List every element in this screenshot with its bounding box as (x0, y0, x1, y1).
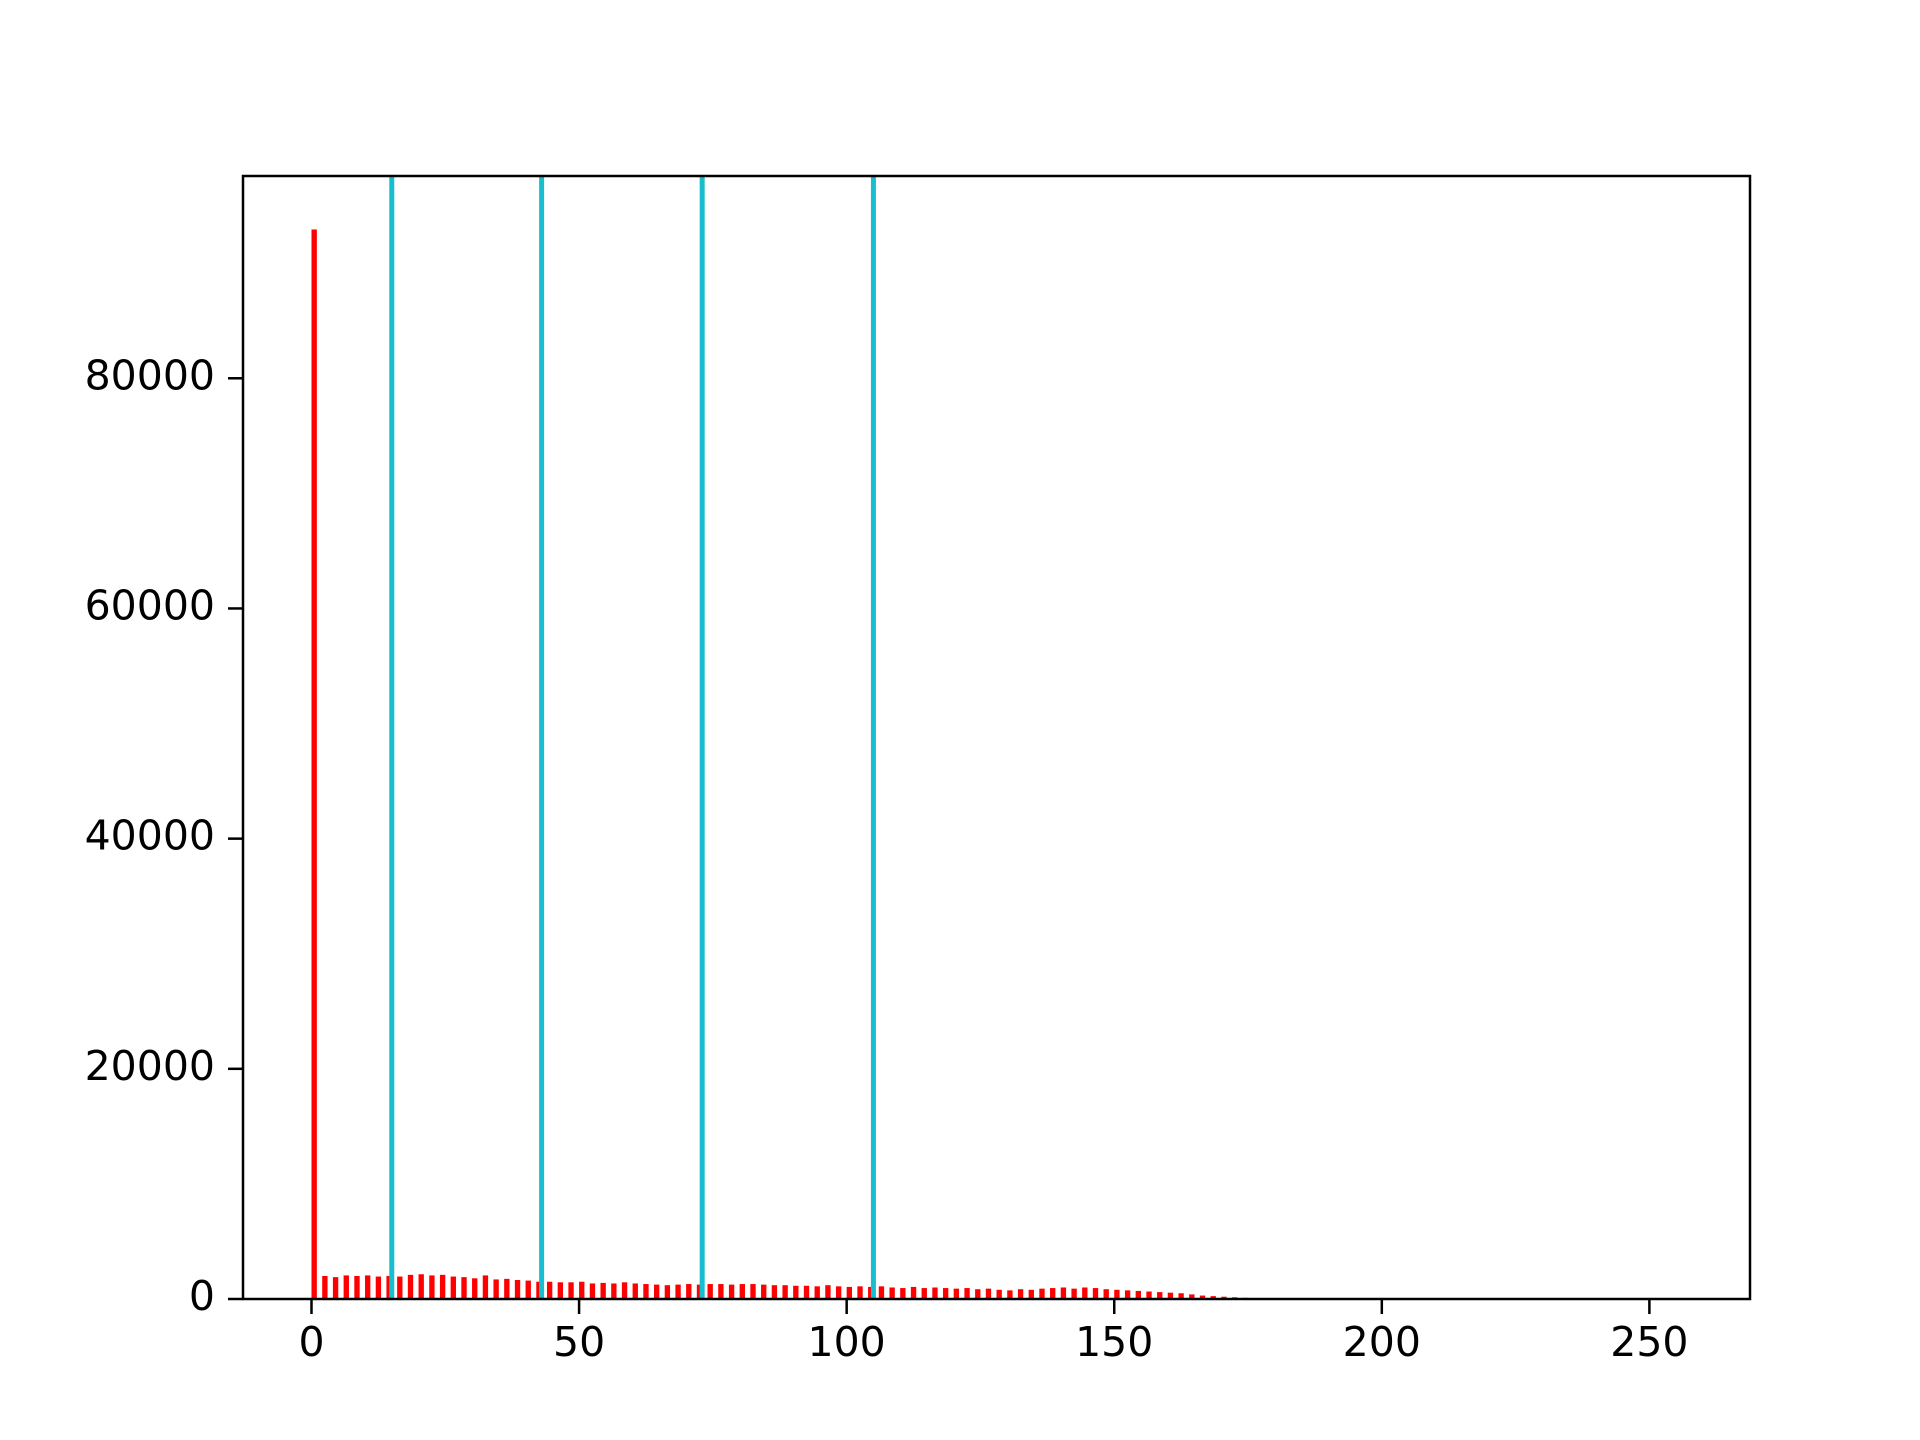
histogram-bar (461, 1277, 467, 1299)
histogram-bar (418, 1274, 424, 1299)
histogram-bar (611, 1283, 617, 1299)
histogram-bar (643, 1284, 649, 1299)
histogram-bar (429, 1275, 435, 1299)
histogram-bar (386, 1275, 392, 1299)
histogram-bar (739, 1284, 745, 1299)
histogram-bar (964, 1288, 970, 1299)
histogram-bar (686, 1284, 692, 1299)
histogram-bar (803, 1285, 810, 1299)
histogram-bar (932, 1287, 938, 1299)
histogram-bar (889, 1287, 895, 1299)
histogram-bar (1007, 1290, 1013, 1299)
histogram-bar (1124, 1290, 1131, 1299)
histogram-bar (407, 1274, 414, 1299)
x-tick-label: 50 (553, 1318, 605, 1366)
histogram-bar (1082, 1287, 1088, 1299)
histogram-bar (1146, 1291, 1152, 1299)
y-tick-label: 80000 (85, 351, 215, 399)
histogram-bar (493, 1279, 499, 1299)
histogram-bar (311, 229, 317, 1299)
histogram-bar (942, 1288, 949, 1299)
histogram-bar (557, 1282, 564, 1299)
x-tick-label: 250 (1610, 1318, 1688, 1366)
histogram-bar (450, 1276, 456, 1299)
histogram-bar (1071, 1288, 1077, 1299)
histogram-bar (579, 1281, 585, 1299)
histogram-bar (332, 1277, 339, 1299)
histogram-bar (718, 1284, 724, 1299)
histogram-bar (1135, 1290, 1141, 1299)
histogram-bar (825, 1285, 831, 1299)
histogram-bar (878, 1286, 885, 1299)
histogram-bar (900, 1288, 906, 1299)
histogram-bar (600, 1282, 606, 1299)
histogram-bar (750, 1284, 756, 1299)
histogram-bar (514, 1280, 521, 1299)
histogram-bar (365, 1275, 371, 1299)
histogram-bar (375, 1276, 382, 1299)
histogram-bar (1178, 1293, 1184, 1299)
histogram-bar (1103, 1289, 1109, 1299)
x-tick-label: 150 (1075, 1318, 1153, 1366)
histogram-bar (921, 1288, 927, 1299)
y-tick-label: 0 (189, 1272, 215, 1320)
histogram-bar (525, 1280, 531, 1299)
histogram-bar (835, 1286, 842, 1299)
histogram-bar (675, 1284, 681, 1299)
y-tick-label: 20000 (85, 1042, 215, 1090)
histogram-bar (1028, 1289, 1034, 1299)
histogram-bar (953, 1288, 960, 1299)
histogram-bar (1167, 1292, 1174, 1299)
histogram-bar (397, 1276, 403, 1299)
histogram-bar (322, 1275, 328, 1299)
x-tick-label: 200 (1343, 1318, 1421, 1366)
y-tick-label: 40000 (85, 812, 215, 860)
histogram-bar (868, 1286, 874, 1299)
histogram-bar (728, 1284, 735, 1299)
histogram-bar (589, 1283, 596, 1299)
histogram-bar (632, 1283, 638, 1299)
histogram-bar (707, 1284, 713, 1299)
histogram-bar (1157, 1292, 1163, 1299)
histogram-bar (1060, 1287, 1067, 1299)
histogram-bar (771, 1285, 778, 1299)
histogram-bar (1210, 1296, 1216, 1299)
histogram-bar (1114, 1289, 1120, 1299)
histogram-bar (664, 1285, 671, 1299)
histogram-bar (782, 1285, 788, 1299)
histogram-bar (793, 1285, 799, 1299)
histogram-bar (846, 1286, 853, 1299)
histogram-bar (1092, 1288, 1099, 1299)
histogram-bar (975, 1289, 981, 1299)
histogram-bar (761, 1284, 767, 1299)
histogram-bar (482, 1275, 489, 1299)
histogram-bar (536, 1281, 542, 1299)
plot-frame (241, 174, 1752, 1301)
histogram-bar (546, 1281, 553, 1299)
histogram-bar (1050, 1288, 1056, 1299)
y-tick-label: 60000 (85, 581, 215, 629)
histogram-bar (439, 1274, 446, 1299)
histogram-bar (1199, 1295, 1206, 1299)
histogram-bar (568, 1282, 574, 1299)
histogram-bar (985, 1288, 992, 1299)
histogram-bar (814, 1286, 820, 1299)
histogram-bar (354, 1275, 360, 1299)
histogram-bar (1189, 1294, 1195, 1299)
histogram-bar (996, 1289, 1002, 1299)
histogram-bar (696, 1284, 703, 1299)
histogram-bar (1039, 1288, 1045, 1299)
histogram-bar (621, 1282, 628, 1299)
histogram-bar (910, 1286, 917, 1299)
histogram-bar (472, 1278, 478, 1299)
histogram-bar (857, 1286, 863, 1299)
histogram-bar (504, 1278, 510, 1299)
histogram-bar (343, 1275, 349, 1299)
histogram-bar (1017, 1289, 1024, 1299)
histogram-bar (654, 1284, 660, 1299)
x-tick-label: 100 (808, 1318, 886, 1366)
x-tick-label: 0 (298, 1318, 324, 1366)
